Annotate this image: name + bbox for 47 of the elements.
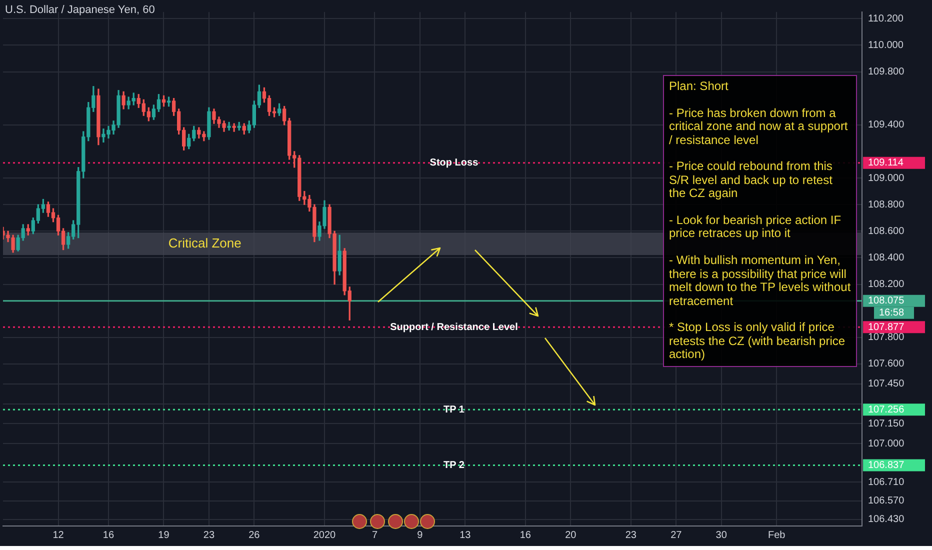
y-tick-label: 109.800 — [868, 66, 905, 78]
band-label: Critical Zone — [168, 235, 242, 250]
y-tick-label: 107.600 — [868, 358, 905, 370]
ref-line-label: Stop Loss — [430, 158, 479, 169]
chart-title: U.S. Dollar / Japanese Yen, 60 — [5, 4, 155, 16]
y-tick-label: 106.570 — [868, 496, 905, 507]
y-tick-label: 110.200 — [868, 13, 904, 24]
x-tick-label: 30 — [716, 530, 728, 541]
y-tick-label: 108.200 — [868, 279, 905, 290]
y-tick-label: 109.400 — [868, 120, 905, 131]
x-tick-label: 23 — [625, 530, 637, 541]
candlestick — [232, 123, 236, 132]
y-tick-label: 109.000 — [868, 172, 905, 184]
x-tick-label: 9 — [417, 530, 424, 541]
y-tick-label: 107.450 — [868, 378, 905, 390]
y-tick-label: 107.800 — [868, 332, 905, 344]
x-tick-label: 16 — [520, 530, 532, 541]
y-tick-label: 106.430 — [868, 514, 905, 526]
x-tick-label: 19 — [158, 530, 170, 541]
x-tick-label: 2020 — [313, 530, 336, 541]
x-tick-label: Feb — [768, 530, 786, 541]
ref-line-label: TP 1 — [444, 404, 465, 416]
x-tick-label: 13 — [460, 530, 472, 541]
y-tick-label: 108.400 — [868, 252, 905, 264]
text: 16:58 — [879, 308, 904, 319]
text: 107.256 — [868, 404, 905, 416]
y-tick-label: 106.710 — [868, 476, 905, 488]
x-tick-label: 27 — [670, 530, 682, 541]
text: 106.837 — [868, 460, 905, 472]
x-tick-label: 16 — [102, 530, 114, 541]
text: Plan: Short - Price has broken down from a critical zone and now at a support / resistance level - Price could rebound from this S/R level and back up to retest the CZ again - Look for bearish price action IF price retraces up into it - With bullish momentum in Yen, there is a possibility that price will melt down to the TP levels without retracement * Stop Loss is only valid if price retests the CZ (with bearish price action) — [669, 79, 851, 362]
text: 108.075 — [868, 296, 905, 307]
y-tick-label: 108.600 — [868, 226, 905, 237]
x-tick-label: 12 — [52, 530, 64, 541]
ref-line-label: Support / Resistance Level — [390, 322, 518, 333]
x-tick-label: 26 — [248, 530, 260, 541]
text: 107.877 — [868, 322, 905, 333]
y-tick-label: 107.000 — [868, 438, 905, 450]
text: 109.114 — [868, 158, 904, 169]
x-tick-label: 23 — [203, 530, 215, 541]
ref-line-label: TP 2 — [444, 460, 465, 472]
y-tick-label: 108.800 — [868, 199, 905, 210]
x-tick-label: 20 — [565, 530, 577, 541]
candlestick — [227, 122, 231, 131]
x-tick-label: 7 — [372, 530, 378, 541]
y-tick-label: 110.000 — [868, 40, 904, 51]
y-tick-label: 107.150 — [868, 418, 905, 430]
